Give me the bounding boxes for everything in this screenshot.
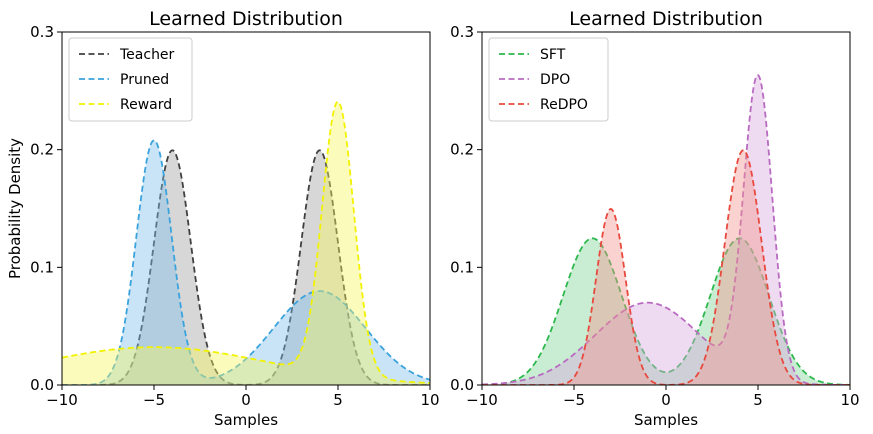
x-tick-label: 5 <box>333 391 343 409</box>
y-axis-label: Probability Density <box>6 138 24 279</box>
plot-area <box>482 74 850 385</box>
series-fill-redpo <box>482 150 850 385</box>
legend-label-pruned: Pruned <box>120 72 169 88</box>
y-tick-label: 0.3 <box>30 23 54 41</box>
y-tick-label: 0.1 <box>30 258 54 276</box>
chart-panel-1: −10 −5 0 5 10 0.0 0.1 0.2 0.3 Learned Distributio… <box>6 8 440 429</box>
series-fill-dpo <box>482 75 850 385</box>
y-tick-label: 0.1 <box>450 258 474 276</box>
y-tick-label: 0.0 <box>30 376 54 394</box>
y-tick-label: 0.2 <box>450 141 474 159</box>
legend-box <box>488 37 609 122</box>
series-line-dpo <box>482 74 850 385</box>
x-tick-label: 0 <box>241 391 251 409</box>
legend-label-redpo: ReDPO <box>540 97 588 113</box>
chart-title: Learned Distribution <box>569 8 763 30</box>
y-tick-label: 0.2 <box>30 141 54 159</box>
chart-title: Learned Distribution <box>149 8 343 30</box>
legend-label-reward: Reward <box>120 97 172 113</box>
y-tick-label: 0.0 <box>450 376 474 394</box>
x-tick-label: 10 <box>840 391 859 409</box>
legend-label-dpo: DPO <box>540 72 570 88</box>
x-tick-label: 0 <box>661 391 671 409</box>
series-fill-teacher <box>62 150 430 385</box>
x-axis-label: Samples <box>214 411 278 429</box>
x-tick-label: −10 <box>46 391 78 409</box>
x-tick-label: 10 <box>420 391 439 409</box>
series-line-reward <box>62 100 430 384</box>
chart-panel-2: −10 −5 0 5 10 0.0 0.1 0.2 0.3 Learned Distributio… <box>450 8 859 429</box>
x-axis-label: Samples <box>634 411 698 429</box>
plot-area <box>62 100 430 385</box>
x-tick-label: −5 <box>143 391 165 409</box>
legend-label-sft: SFT <box>540 47 566 63</box>
series-fill-sft <box>482 238 850 385</box>
x-tick-label: −10 <box>466 391 498 409</box>
legend-box <box>68 37 193 122</box>
series-fill-reward <box>62 101 430 385</box>
legend-label-teacher: Teacher <box>119 47 175 63</box>
legend: SFT DPO ReDPO <box>488 37 609 122</box>
y-tick-label: 0.3 <box>450 23 474 41</box>
x-tick-label: −5 <box>563 391 585 409</box>
legend: Teacher Pruned Reward <box>68 37 193 122</box>
series-line-teacher <box>62 149 430 385</box>
x-tick-label: 5 <box>753 391 763 409</box>
series-fill-pruned <box>62 140 430 385</box>
